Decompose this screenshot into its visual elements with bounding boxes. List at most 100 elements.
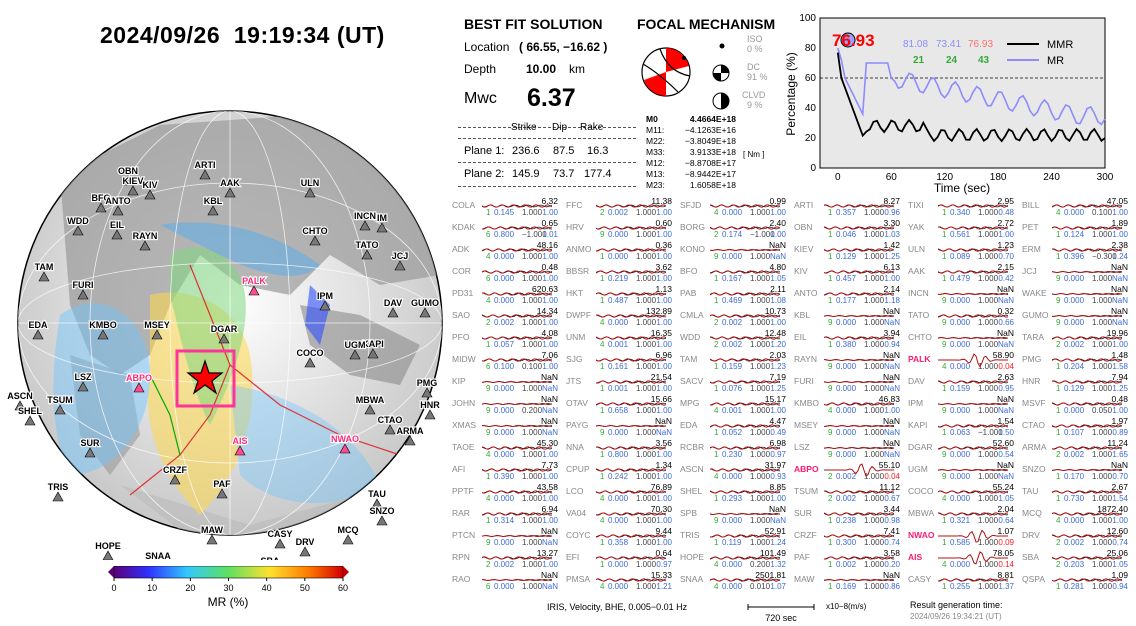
station-c2: 1.000 [522,516,543,525]
station-marker: MCQ [336,524,360,545]
station-c2: 1.000 [1092,538,1113,547]
station-c2: 1.000 [636,516,657,525]
station-c1: 0.000 [950,406,971,415]
station-name: SNZO [1022,464,1046,474]
waveform-trace [710,556,780,560]
station-c1: 0.000 [1064,318,1085,327]
station-s: 4 [600,516,605,525]
station-c3: 0.67 [884,494,900,503]
station-label: ULN [301,178,320,188]
station-label: EDA [28,320,48,330]
data-source-note: IRIS, Velocity, BHE, 0.005−0.01 Hz [547,602,688,612]
y-tick: 0 [810,163,816,174]
station-amp: 2.03 [769,350,786,360]
station-trace: COCO 55.24 4 0.000 1.000 1.05 [904,482,1014,504]
waveform-trace [482,226,552,230]
station-amp: 2.14 [883,284,900,294]
station-c2: 1.000 [522,472,543,481]
station-c3: 1.00 [542,274,558,283]
station-amp: 0.65 [541,218,558,228]
station-c3: 0.64 [998,516,1014,525]
station-marker: TSUM [46,394,74,415]
station-c1: 0.124 [1064,230,1085,239]
station-c1: 0.800 [608,450,629,459]
col-strike: Strike [511,122,537,133]
station-c1: 0.000 [494,494,515,503]
station-c2: 0.010 [750,582,771,591]
station-s: 4 [828,406,833,415]
station-c2: 1.000 [978,230,999,239]
station-s: 1 [1056,582,1061,591]
station-label: SUR [80,438,100,448]
station-c1: 0.000 [836,406,857,415]
waveform-trace [824,336,894,340]
station-s: 1 [942,384,947,393]
station-label: HNR [420,400,440,410]
clvd-icon [712,92,730,110]
station-c1: 0.159 [950,384,971,393]
waveform-trace [824,226,894,230]
station-name: FFC [566,200,583,210]
station-trace: SACV 7.19 1 0.076 1.000 1.25 [676,372,786,394]
station-name: HRV [566,222,584,232]
station-c1: 0.000 [494,582,515,591]
station-amp: NaN [540,416,558,426]
station-c1: 0.002 [608,208,629,217]
station-c1: 0.242 [608,472,629,481]
mw-label: Mwc [464,90,497,107]
station-amp: 1.23 [997,240,1014,250]
station-c1: 0.000 [722,472,743,481]
station-name: DWPF [566,310,592,320]
waveform-trace [1052,446,1122,450]
station-amp: 76.89 [650,482,672,492]
station-name: MSVF [1022,398,1046,408]
station-trace: COR 0.48 6 0.000 1.000 1.00 [448,262,558,284]
station-c2: 1.000 [1092,230,1113,239]
station-s: 1 [828,296,833,305]
station-c2: 1.000 [522,384,543,393]
station-amp: 1.13 [655,284,672,294]
station-c1: 0.076 [722,384,743,393]
station-s: 1 [600,450,605,459]
station-label: JCJ [392,251,409,261]
station-amp: 55.24 [992,482,1014,492]
station-c3: NaN [769,252,786,261]
station-trace: SBA 25.06 2 0.203 1.000 1.05 [1018,548,1128,570]
station-c3: 1.00 [1112,230,1128,239]
station-marker: UGM [343,339,367,360]
station-marker: FURI [71,279,95,300]
station-name: KMBO [794,398,820,408]
waveform-trace [482,424,552,428]
station-trace: KBL NaN 9 0.000 1.000 NaN [790,306,900,328]
station-s: 4 [942,362,947,371]
station-s: 4 [486,296,491,305]
waveform-trace [596,446,666,450]
station-name: PD31 [452,288,474,298]
station-marker: ABPO [125,372,153,393]
station-trace: HNR 7.94 1 0.129 1.000 1.25 [1018,372,1128,394]
station-trace: DRV 12.60 2 0.002 1.000 0.74 [1018,526,1128,548]
station-c1: 0.357 [836,208,857,217]
waveform-trace [596,358,666,362]
station-trace: SAO 14.34 2 0.002 1.000 1.00 [448,306,558,328]
station-c3: NaN [883,318,900,327]
station-amp: NaN [882,416,900,426]
y-tick: 60 [805,73,817,84]
station-c3: 1.00 [656,472,672,481]
station-marker: DRV [294,536,316,557]
station-amp: 3.62 [655,262,672,272]
station-c3: NaN [769,516,786,525]
station-c2: 1.000 [636,208,657,217]
station-s: 2 [486,318,491,327]
station-c1: 0.000 [1064,516,1085,525]
station-name: SFJD [680,200,702,210]
station-c1: 0.255 [950,582,971,591]
station-c1: 0.000 [950,362,971,371]
station-marker: ARMA [395,425,425,446]
station-s: 1 [600,560,605,569]
station-c1: 0.000 [494,428,515,437]
station-c3: 1.00 [770,318,786,327]
station-c3: NaN [541,582,558,591]
station-trace: BBSR 3.62 1 0.219 1.000 1.00 [562,262,672,284]
station-name: DGAR [908,442,933,452]
